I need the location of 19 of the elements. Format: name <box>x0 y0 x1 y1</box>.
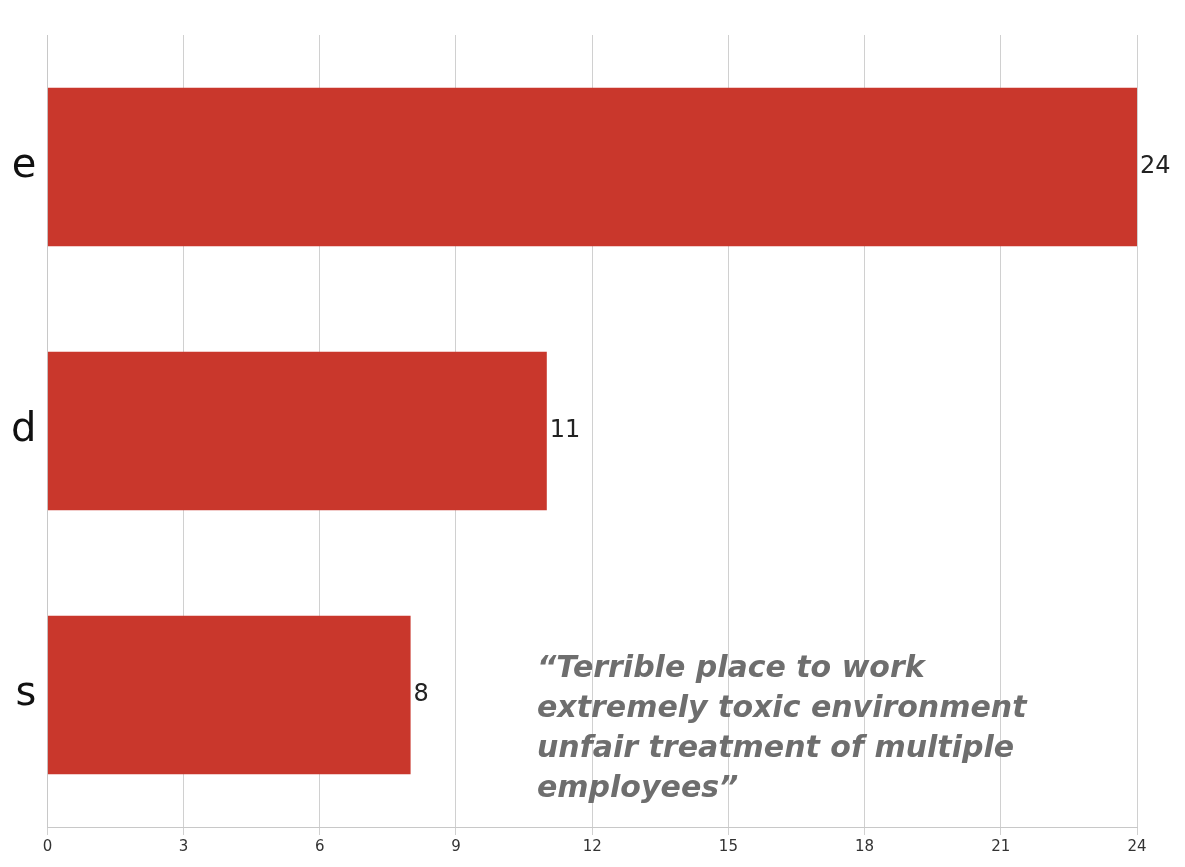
bar <box>47 87 1137 247</box>
data-label: 11 <box>549 415 581 444</box>
x-tick-label: 3 <box>178 836 189 855</box>
x-tick-label: 24 <box>1127 836 1147 855</box>
x-tick-label: 0 <box>42 836 53 855</box>
x-tick-label: 12 <box>582 836 602 855</box>
x-tick-label: 21 <box>991 836 1011 855</box>
x-tick-label: 18 <box>855 836 875 855</box>
x-tick-label: 15 <box>718 836 738 855</box>
bar <box>47 351 547 511</box>
data-label: 24 <box>1140 151 1171 180</box>
data-label: 8 <box>413 679 429 708</box>
bar <box>47 615 411 775</box>
y-tick-label: e <box>11 140 37 187</box>
x-tick-label: 9 <box>451 836 461 855</box>
x-tick-label: 6 <box>315 836 325 855</box>
y-tick-label: s <box>15 668 37 715</box>
y-tick-label: d <box>11 404 37 451</box>
annotation: “Terrible place to work extremely toxic environment unfair treatment of multiple employees” <box>537 649 1029 804</box>
